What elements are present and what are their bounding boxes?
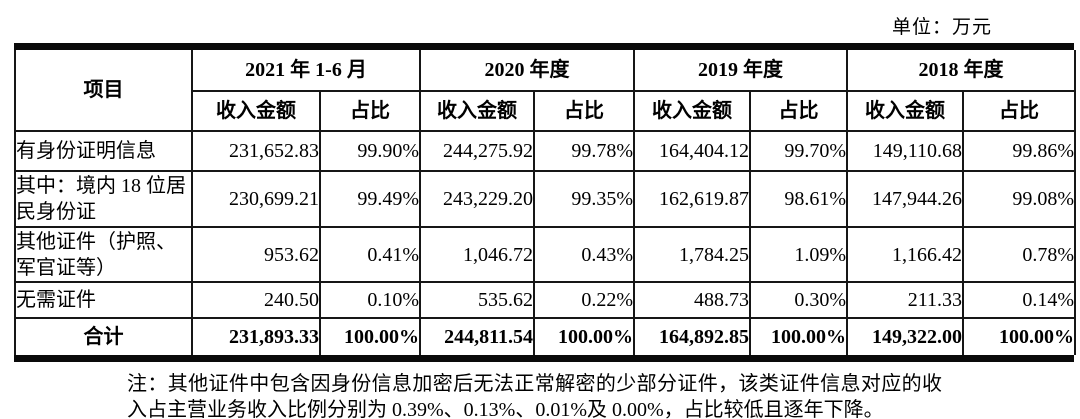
ratio-cell: 0.22% [533, 281, 636, 319]
revenue-header-2019: 收入金额 [633, 90, 752, 132]
revenue-cell: 953.62 [191, 226, 321, 283]
row-label: 其中：境内 18 位居民身份证 [14, 170, 193, 228]
ratio-cell: 0.78% [962, 226, 1077, 283]
revenue-header-2021: 收入金额 [191, 90, 321, 132]
revenue-cell: 162,619.87 [633, 170, 752, 228]
period-header-row: 项目 2021 年 1-6 月 2020 年度 2019 年度 2018 年度 [14, 50, 1077, 132]
revenue-cell: 1,784.25 [633, 226, 752, 283]
table-bottom-rule [14, 355, 1074, 362]
table-row-domestic-id: 其中：境内 18 位居民身份证 230,699.21 99.49% 243,22… [14, 170, 1077, 228]
period-header-2020: 2020 年度 [419, 50, 636, 92]
ratio-cell: 0.14% [962, 281, 1077, 319]
ratio-cell: 98.61% [749, 170, 849, 228]
period-header-2021: 2021 年 1-6 月 [190, 50, 422, 92]
ratio-cell: 0.43% [533, 226, 636, 283]
ratio-cell: 0.30% [749, 281, 849, 319]
period-header-2018: 2018 年度 [846, 50, 1077, 92]
table-row-no-certificate: 无需证件 240.50 0.10% 535.62 0.22% 488.73 0.… [14, 281, 1077, 319]
ratio-cell: 100.00% [533, 317, 636, 355]
ratio-cell: 100.00% [962, 317, 1077, 355]
revenue-cell: 535.62 [419, 281, 536, 319]
ratio-cell: 0.41% [318, 226, 422, 283]
revenue-cell: 149,110.68 [846, 130, 965, 172]
ratio-header-2019: 占比 [749, 90, 849, 132]
revenue-cell: 164,892.85 [633, 317, 752, 355]
revenue-cell: 240.50 [191, 281, 321, 319]
period-header-2019: 2019 年度 [633, 50, 849, 92]
revenue-cell: 231,893.33 [191, 317, 321, 355]
ratio-cell: 100.00% [318, 317, 422, 355]
revenue-cell: 244,275.92 [419, 130, 536, 172]
unit-label: 单位：万元 [891, 17, 992, 38]
ratio-cell: 99.35% [533, 170, 636, 228]
row-label: 有身份证明信息 [14, 130, 193, 172]
revenue-cell: 1,046.72 [419, 226, 536, 283]
revenue-cell: 1,166.42 [846, 226, 965, 283]
ratio-cell: 99.78% [533, 130, 636, 172]
total-label: 合计 [14, 317, 193, 355]
ratio-header-2018: 占比 [962, 90, 1077, 132]
revenue-cell: 244,811.54 [419, 317, 536, 355]
revenue-by-certificate-table: 项目 2021 年 1-6 月 2020 年度 2019 年度 2018 年度 … [14, 50, 1077, 355]
ratio-cell: 1.09% [749, 226, 849, 283]
footnote: 注：其他证件中包含因身份信息加密后无法正常解密的少部分证件，该类证件信息对应的收… [127, 373, 942, 419]
table-row-total: 合计 231,893.33 100.00% 244,811.54 100.00%… [14, 317, 1077, 355]
ratio-cell: 99.08% [962, 170, 1077, 228]
ratio-cell: 99.70% [749, 130, 849, 172]
revenue-cell: 164,404.12 [633, 130, 752, 172]
ratio-cell: 99.49% [318, 170, 422, 228]
table-top-rule [14, 43, 1074, 50]
ratio-header-2020: 占比 [533, 90, 636, 132]
revenue-cell: 147,944.26 [846, 170, 965, 228]
item-header-cell: 项目 [14, 50, 193, 132]
row-label: 其他证件（护照、军官证等） [14, 226, 193, 283]
sub-header-row: 收入金额 占比 收入金额 占比 收入金额 占比 收入金额 占比 [15, 90, 1077, 132]
revenue-header-2020: 收入金额 [419, 90, 536, 132]
revenue-cell: 149,322.00 [846, 317, 965, 355]
table-row-with-id-info: 有身份证明信息 231,652.83 99.90% 244,275.92 99.… [14, 130, 1077, 172]
ratio-header-2021: 占比 [318, 90, 422, 132]
ratio-cell: 99.90% [318, 130, 422, 172]
table-row-other-certificates: 其他证件（护照、军官证等） 953.62 0.41% 1,046.72 0.43… [14, 226, 1077, 283]
revenue-cell: 243,229.20 [419, 170, 536, 228]
ratio-cell: 99.86% [962, 130, 1077, 172]
revenue-cell: 211.33 [846, 281, 965, 319]
revenue-header-2018: 收入金额 [846, 90, 965, 132]
revenue-cell: 231,652.83 [191, 130, 321, 172]
row-label: 无需证件 [14, 281, 193, 319]
ratio-cell: 100.00% [749, 317, 849, 355]
revenue-cell: 230,699.21 [191, 170, 321, 228]
revenue-cell: 488.73 [633, 281, 752, 319]
ratio-cell: 0.10% [318, 281, 422, 319]
